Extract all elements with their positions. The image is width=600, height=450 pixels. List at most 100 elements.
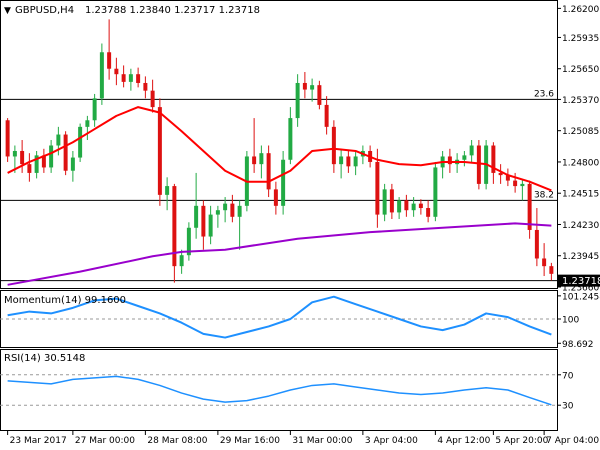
candle-body [418, 203, 423, 209]
momentum-y-tick-label: 100 [562, 316, 579, 326]
time-tick-label: 7 Apr 04:00 [546, 436, 599, 446]
candle-body [201, 205, 206, 237]
time-tick-label: 23 Mar 2017 [10, 436, 67, 446]
price-y-tick-label: 1.24515 [562, 190, 599, 200]
rsi-y-axis: 70 30 [557, 371, 574, 412]
candle-body [20, 150, 25, 165]
candle-body [476, 145, 481, 184]
candle-body [252, 156, 257, 165]
momentum-panel: 101.2458 100 98.692 Momentum(14) 99.1600 [0, 290, 600, 350]
candle-body [114, 68, 119, 75]
symbol-label: GBPUSD,H4 [15, 5, 74, 16]
time-tick-label: 5 Apr 20:00 [495, 436, 548, 446]
time-tick-label: 4 Apr 12:00 [437, 436, 490, 446]
price-y-tick-label: 1.25650 [562, 65, 599, 75]
rsi-y-tick-label: 30 [562, 402, 574, 412]
candle-body [447, 156, 452, 165]
time-tick-label: 3 Apr 04:00 [365, 436, 418, 446]
time-tick-label: 29 Mar 16:00 [220, 436, 280, 446]
candle-body [527, 183, 532, 230]
candle-body [288, 118, 293, 160]
candle-body [542, 258, 547, 267]
candle-body [99, 52, 104, 99]
candle-body [317, 85, 322, 105]
current-price-marker: 1.23718 [558, 274, 600, 287]
candle-body [49, 145, 54, 168]
candle-body [324, 104, 329, 127]
candle-body [469, 145, 474, 156]
chart-menu-icon[interactable]: ▼ [4, 6, 11, 16]
price-y-tick-label: 1.26200 [562, 5, 599, 15]
candle-body [70, 157, 75, 171]
candle-body [491, 145, 496, 173]
candle-body [128, 74, 133, 82]
current-price-box [558, 274, 600, 287]
momentum-y-tick-label: 101.2458 [562, 292, 600, 302]
momentum-line [0, 295, 557, 339]
time-tick-label: 27 Mar 00:00 [75, 436, 135, 446]
price-panel: 1.26200 1.25935 1.25650 1.25370 1.25085 1.248… [0, 0, 600, 294]
candle-body [411, 203, 416, 211]
time-tick-label: 28 Mar 08:00 [147, 436, 207, 446]
candle-body [172, 186, 177, 267]
candle-body [56, 134, 61, 146]
candle-body [186, 227, 191, 256]
rsi-series-line [7, 375, 552, 406]
candle-body [107, 52, 112, 69]
candle-body [353, 156, 358, 167]
candle-body [505, 175, 510, 181]
candle-body [215, 210, 220, 215]
candle-body [389, 189, 394, 213]
candle-body [375, 161, 380, 215]
candle-body [92, 98, 97, 121]
candle-body [78, 126, 83, 158]
candle-body [85, 120, 90, 127]
candle-body [237, 205, 242, 217]
momentum-y-axis: 101.2458 100 98.692 [557, 292, 600, 350]
price-y-tick-label: 1.23945 [562, 252, 599, 262]
candle-body [63, 134, 68, 171]
candle-body [121, 74, 126, 82]
momentum-series-line [7, 295, 552, 339]
candle-body [179, 255, 184, 267]
price-y-tick-label: 1.24800 [562, 158, 599, 168]
candle-body [520, 183, 525, 187]
time-tick-label: 31 Mar 00:00 [292, 436, 352, 446]
candle-body [397, 200, 402, 213]
candle-body [331, 126, 336, 165]
candle-body [223, 203, 228, 211]
candle-body [266, 153, 271, 190]
candle-body [5, 120, 10, 157]
candle-body [382, 189, 387, 215]
candle-body [281, 159, 286, 206]
rsi-panel: 70 30 RSI(14) 30.5148 [0, 349, 574, 431]
slow-moving-average-line [7, 222, 552, 286]
fib-level-label: 38.2 [534, 190, 554, 200]
momentum-label: Momentum(14) 99.1600 [4, 295, 126, 306]
current-price-label: 1.23718 [562, 276, 600, 287]
candle-body [259, 153, 264, 165]
candle-body [143, 82, 148, 91]
candle-body [273, 189, 278, 206]
fast-moving-average-line [7, 106, 552, 192]
candle-body [339, 156, 344, 165]
price-y-axis: 1.26200 1.25935 1.25650 1.25370 1.25085 1.248… [557, 5, 599, 294]
candle-body [194, 205, 199, 228]
rsi-label: RSI(14) 30.5148 [4, 353, 85, 364]
time-axis: 23 Mar 2017 27 Mar 00:00 28 Mar 08:00 29 Ma… [7, 431, 599, 446]
candle-body [426, 208, 431, 217]
candle-body [549, 266, 554, 274]
candle-body [165, 186, 170, 195]
candle-body [310, 85, 315, 90]
candle-body [208, 214, 213, 237]
rsi-y-tick-label: 70 [562, 371, 574, 381]
candle-body [34, 155, 39, 173]
candle-body [433, 167, 438, 217]
candle-body [462, 155, 467, 160]
price-y-tick-label: 1.25370 [562, 96, 599, 106]
fibonacci-levels: 23.6 38.2 [0, 89, 557, 282]
candle-body [157, 107, 162, 195]
price-panel-frame [0, 0, 558, 289]
candle-body [513, 180, 518, 187]
